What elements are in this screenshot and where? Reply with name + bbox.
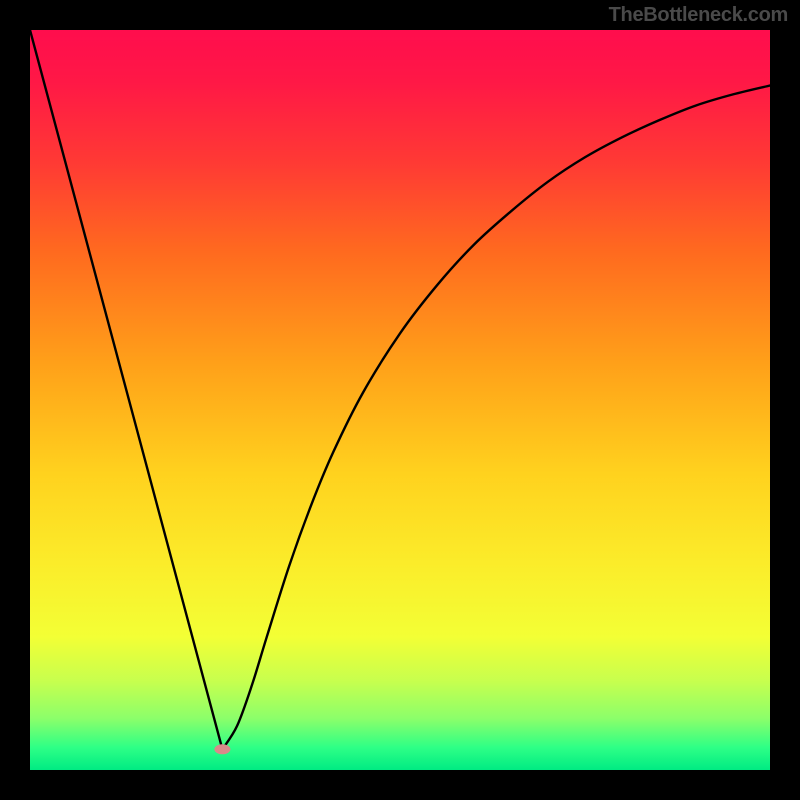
- gradient-background: [30, 30, 770, 770]
- watermark-label: TheBottleneck.com: [609, 4, 788, 27]
- vertex-marker: [214, 744, 230, 754]
- plot-svg: [30, 30, 770, 770]
- chart-container: TheBottleneck.com: [0, 0, 800, 800]
- plot-area: [30, 30, 770, 770]
